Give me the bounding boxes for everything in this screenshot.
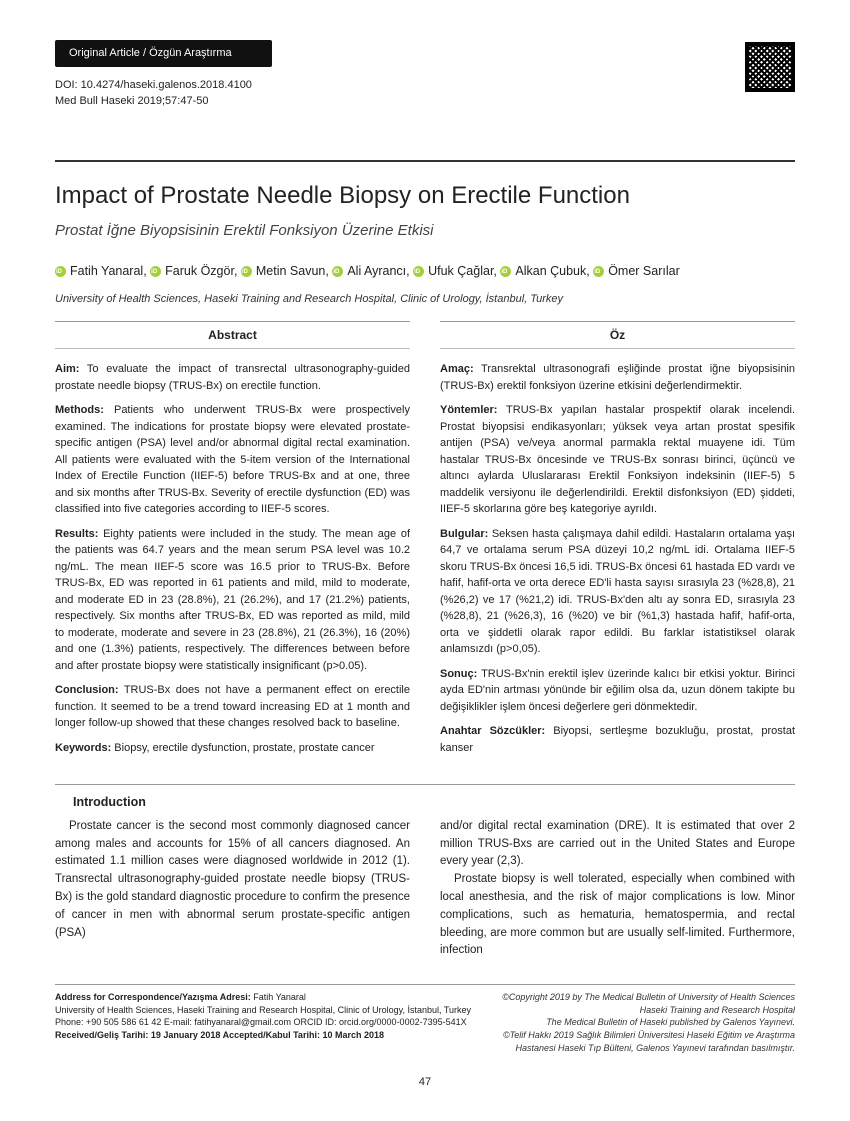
aim-text: To evaluate the impact of transrectal ul… (55, 363, 410, 392)
footer-block: Address for Correspondence/Yazışma Adres… (55, 991, 795, 1054)
header-left: Original Article / Özgün Araştırma DOI: … (55, 40, 272, 110)
orcid-icon (241, 266, 252, 277)
dates: Received/Geliş Tarihi: 19 January 2018 A… (55, 1030, 384, 1040)
intro-p1: Prostate cancer is the second most commo… (55, 818, 410, 943)
bulgular-label: Bulgular: (440, 528, 488, 540)
sonuc-text: TRUS-Bx'nin erektil işlev üzerinde kalıc… (440, 668, 795, 713)
results-text: Eighty patients were included in the stu… (55, 528, 410, 672)
author-list: Fatih Yanaral, Faruk Özgör, Metin Savun,… (55, 260, 795, 283)
abstract-en-body: Aim: To evaluate the impact of transrect… (55, 349, 410, 756)
title-top-rule (55, 160, 795, 162)
aim-label: Aim: (55, 363, 79, 375)
footer-rule (55, 984, 795, 985)
copyright1: ©Copyright 2019 by The Medical Bulletin … (487, 991, 795, 1016)
intro-p2a: and/or digital rectal examination (DRE).… (440, 818, 795, 871)
correspondence-affil: University of Health Sciences, Haseki Tr… (55, 1004, 487, 1017)
orcid-icon (332, 266, 343, 277)
orcid-icon (500, 266, 511, 277)
abstract-tr-heading: Öz (440, 321, 795, 349)
methods-label: Methods: (55, 404, 104, 416)
page-number: 47 (55, 1074, 795, 1091)
abstract-en-heading: Abstract (55, 321, 410, 349)
author: Metin Savun (241, 264, 325, 278)
conclusion-label: Conclusion: (55, 684, 119, 696)
orcid-icon (413, 266, 424, 277)
abstract-english: Abstract Aim: To evaluate the impact of … (55, 321, 410, 764)
methods-text: Patients who underwent TRUS-Bx were pros… (55, 404, 410, 515)
intro-columns: Prostate cancer is the second most commo… (55, 818, 795, 961)
amac-label: Amaç: (440, 363, 474, 375)
orcid-icon (150, 266, 161, 277)
amac-text: Transrektal ultrasonografi eşliğinde pro… (440, 363, 795, 392)
footer-right: ©Copyright 2019 by The Medical Bulletin … (487, 991, 795, 1054)
yontemler-text: TRUS-Bx yapılan hastalar prospektif olar… (440, 404, 795, 515)
orcid-icon (55, 266, 66, 277)
correspondence-name: Fatih Yanaral (251, 992, 306, 1002)
author: Fatih Yanaral (55, 264, 143, 278)
keywords-label: Keywords: (55, 742, 111, 754)
intro-heading: Introduction (73, 793, 795, 812)
author: Faruk Özgör (150, 264, 234, 278)
intro-p2b: Prostate biopsy is well tolerated, espec… (440, 871, 795, 960)
copyright2: The Medical Bulletin of Haseki published… (487, 1016, 795, 1029)
article-type-badge: Original Article / Özgün Araştırma (55, 40, 272, 67)
article-title: Impact of Prostate Needle Biopsy on Erec… (55, 178, 795, 214)
footer-left: Address for Correspondence/Yazışma Adres… (55, 991, 487, 1054)
author: Alkan Çubuk (500, 264, 586, 278)
intro-col-right: and/or digital rectal examination (DRE).… (440, 818, 795, 961)
anahtar-label: Anahtar Sözcükler: (440, 725, 545, 737)
intro-top-rule (55, 784, 795, 785)
qr-code (745, 42, 795, 92)
bulgular-text: Seksen hasta çalışmaya dahil edildi. Has… (440, 528, 795, 656)
author: Ömer Sarılar (593, 264, 680, 278)
copyright3: ©Telif Hakkı 2019 Sağlık Bilimleri Ünive… (487, 1029, 795, 1054)
abstracts-row: Abstract Aim: To evaluate the impact of … (55, 321, 795, 764)
correspondence-contact: Phone: +90 505 586 61 42 E-mail: fatihya… (55, 1016, 487, 1029)
abstract-tr-body: Amaç: Transrektal ultrasonografi eşliğin… (440, 349, 795, 756)
correspondence-label: Address for Correspondence/Yazışma Adres… (55, 992, 251, 1002)
affiliation: University of Health Sciences, Haseki Tr… (55, 291, 795, 308)
header-row: Original Article / Özgün Araştırma DOI: … (55, 40, 795, 110)
yontemler-label: Yöntemler: (440, 404, 497, 416)
author: Ufuk Çağlar (413, 264, 493, 278)
sonuc-label: Sonuç: (440, 668, 477, 680)
citation-line: Med Bull Haseki 2019;57:47-50 (55, 93, 272, 110)
author: Ali Ayrancı (332, 264, 406, 278)
article-meta: DOI: 10.4274/haseki.galenos.2018.4100 Me… (55, 77, 272, 110)
orcid-icon (593, 266, 604, 277)
article-subtitle: Prostat İğne Biyopsisinin Erektil Fonksi… (55, 220, 795, 243)
doi-line: DOI: 10.4274/haseki.galenos.2018.4100 (55, 77, 272, 94)
results-label: Results: (55, 528, 98, 540)
keywords-text: Biopsy, erectile dysfunction, prostate, … (111, 742, 374, 754)
intro-col-left: Prostate cancer is the second most commo… (55, 818, 410, 961)
abstract-turkish: Öz Amaç: Transrektal ultrasonografi eşli… (440, 321, 795, 764)
